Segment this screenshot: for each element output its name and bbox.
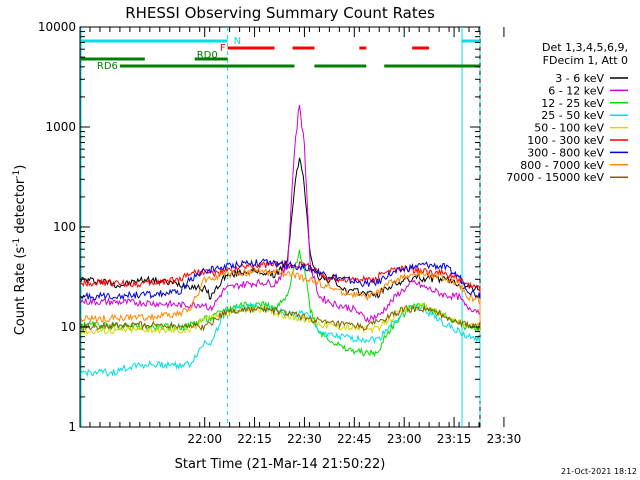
legend-header-line1: Det 1,3,4,5,6,9, (542, 41, 628, 54)
flag-label: F (220, 43, 226, 54)
flag-label: N (234, 36, 241, 47)
x-axis-ticks: 22:00 22:15 22:30 22:45 23:00 23:15 23:30 (79, 27, 522, 446)
timestamp: 21-Oct-2021 18:12 (561, 467, 637, 476)
series-line (80, 302, 481, 336)
x-tick-label: 22:00 (187, 432, 222, 446)
y-axis-label-sup1: -1 (12, 238, 22, 247)
y-axis-label: Count Rate (s-1 detector-1) (12, 165, 28, 336)
legend-label: 800 - 7000 keV (520, 159, 604, 172)
chart-title: RHESSI Observing Summary Count Rates (125, 4, 435, 22)
series-line (80, 302, 481, 402)
y-tick-label: 10000 (38, 20, 76, 34)
legend-label: 50 - 100 keV (534, 122, 604, 135)
vertical-markers (80, 27, 481, 427)
legend-label: 3 - 6 keV (555, 72, 604, 85)
x-tick-label: 22:15 (237, 432, 272, 446)
x-tick-label: 22:30 (287, 432, 322, 446)
y-tick-label: 1 (68, 420, 76, 434)
flag-label: RD6 (97, 61, 118, 72)
x-axis-label: Start Time (21-Mar-14 21:50:22) (175, 457, 386, 472)
series-line (80, 104, 481, 323)
series-line (80, 258, 481, 301)
y-axis-ticks: 1 10 100 1000 10000 (38, 20, 480, 434)
y-tick-label: 10 (61, 320, 76, 334)
y-tick-label: 100 (53, 220, 76, 234)
plot-area (79, 26, 481, 428)
data-series (80, 104, 481, 402)
y-axis-label-main: Count Rate (s (13, 247, 28, 336)
flag-label: RD0 (197, 50, 218, 61)
y-axis-label-mid: detector (13, 178, 28, 238)
x-tick-label: 22:45 (337, 432, 372, 446)
x-tick-label: 23:30 (487, 432, 522, 446)
y-axis-label-sup2: -1 (12, 170, 22, 179)
legend-label: 7000 - 15000 keV (506, 171, 604, 184)
y-tick-label: 1000 (45, 120, 76, 134)
y-axis-label-end: ) (13, 165, 28, 170)
series-line (80, 157, 481, 305)
plot-frame (79, 26, 481, 428)
legend-label: 6 - 12 keV (548, 84, 604, 97)
legend-label: 300 - 800 keV (527, 146, 604, 159)
legend-label: 100 - 300 keV (527, 134, 604, 147)
x-tick-label: 23:00 (387, 432, 422, 446)
series-line (80, 267, 481, 324)
series-line (80, 259, 481, 295)
series-line (80, 304, 481, 332)
legend-header-line2: FDecim 1, Att 0 (543, 54, 628, 67)
legend-label: 12 - 25 keV (541, 97, 604, 110)
legend-label: 25 - 50 keV (541, 109, 604, 122)
x-tick-label: 23:15 (437, 432, 472, 446)
legend: Det 1,3,4,5,6,9, FDecim 1, Att 0 3 - 6 k… (506, 41, 628, 184)
